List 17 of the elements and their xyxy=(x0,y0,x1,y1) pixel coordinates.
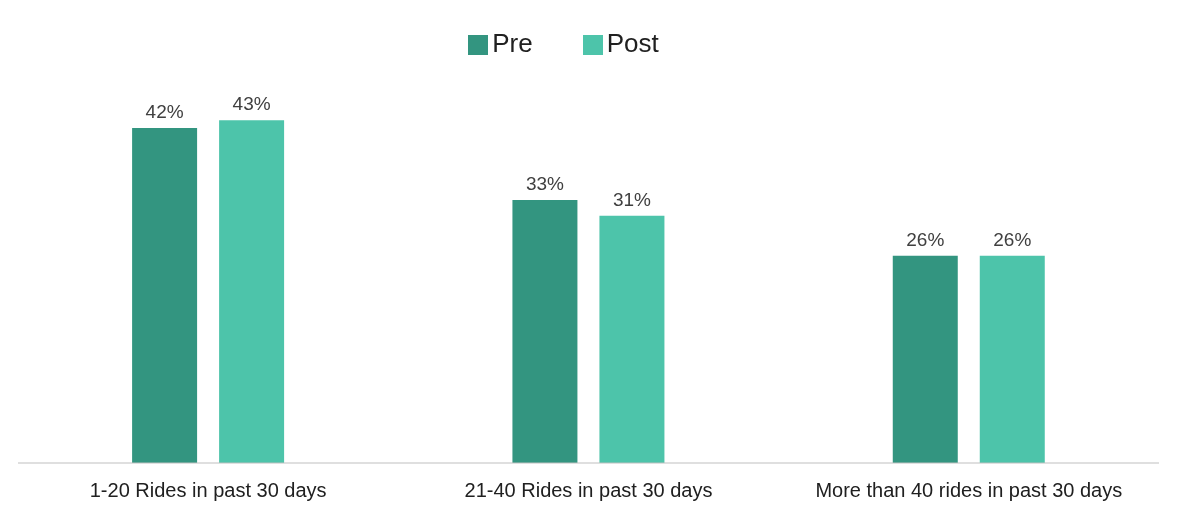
data-label: 26% xyxy=(906,228,945,250)
data-label: 26% xyxy=(993,228,1032,250)
bar xyxy=(219,120,285,463)
bar xyxy=(599,215,665,463)
data-label: 43% xyxy=(232,93,271,115)
bar xyxy=(892,255,958,463)
data-label: 33% xyxy=(525,172,565,194)
legend-label: Post xyxy=(606,28,659,58)
x-tick-label: 1-20 Rides in past 30 days xyxy=(89,479,327,502)
data-label: 42% xyxy=(145,101,184,123)
bar xyxy=(979,255,1045,463)
x-tick-label: 21-40 Rides in past 30 days xyxy=(464,479,713,502)
legend-label: Pre xyxy=(492,28,533,58)
bar xyxy=(132,128,198,463)
bar xyxy=(512,199,578,463)
data-label: 31% xyxy=(612,188,652,210)
x-tick-label: More than 40 rides in past 30 days xyxy=(815,479,1123,502)
